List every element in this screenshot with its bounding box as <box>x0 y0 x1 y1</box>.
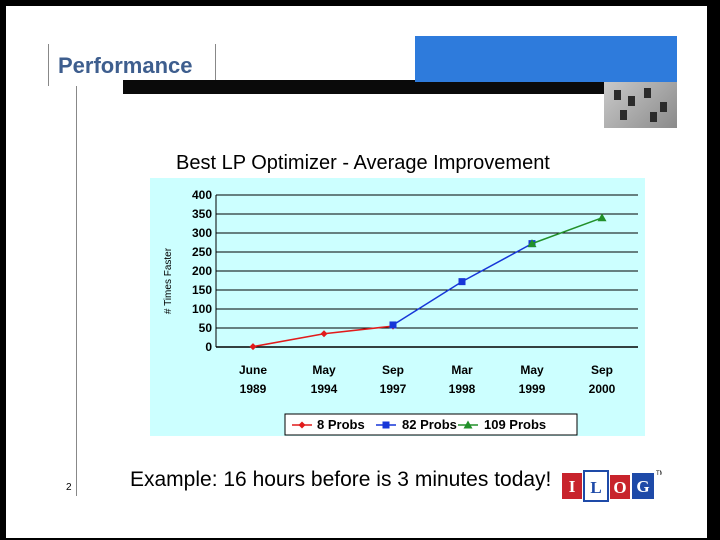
x-tick-label: May <box>520 363 544 377</box>
data-point <box>458 278 466 286</box>
ilog-logo: I L O G TM <box>562 470 662 502</box>
y-tick-label: 200 <box>192 264 212 278</box>
svg-text:I: I <box>569 477 576 496</box>
data-point <box>389 321 397 329</box>
building-window <box>660 102 667 112</box>
y-tick-label: 300 <box>192 226 212 240</box>
series-line <box>531 217 603 245</box>
chart-title: Best LP Optimizer - Average Improvement <box>176 152 550 174</box>
accent-block <box>415 36 677 82</box>
svg-text:O: O <box>613 478 626 497</box>
data-point <box>527 239 537 248</box>
logo-trademark: TM <box>656 471 662 477</box>
x-tick-label: 1998 <box>449 382 476 396</box>
y-tick-label: 150 <box>192 283 212 297</box>
y-tick-label: 0 <box>205 340 212 354</box>
legend-label: 8 Probs <box>317 417 365 432</box>
legend-label: 109 Probs <box>484 417 546 432</box>
x-tick-label: 1997 <box>380 382 407 396</box>
y-tick-label: 250 <box>192 245 212 259</box>
building-photo <box>604 82 677 128</box>
svg-text:L: L <box>590 478 601 497</box>
building-window <box>644 88 651 98</box>
slide: Performance Best LP Optimizer - Average … <box>6 6 707 538</box>
x-tick-label: June <box>239 363 267 377</box>
y-tick-label: 350 <box>192 207 212 221</box>
line-chart: 400 350 300 250 200 150 100 50 0 June 1989 May 1994… <box>163 188 638 436</box>
slide-title: Performance <box>58 53 193 78</box>
data-point <box>320 330 328 338</box>
x-tick-label: 1999 <box>519 382 546 396</box>
building-window <box>614 90 621 100</box>
legend-marker <box>463 420 473 429</box>
x-tick-label: Mar <box>451 363 473 377</box>
legend-marker <box>382 421 390 429</box>
gridlines <box>216 194 638 329</box>
y-tick-label: 400 <box>192 188 212 202</box>
y-axis-label: # Times Faster <box>163 247 174 314</box>
svg-text:G: G <box>636 477 649 496</box>
building-window <box>650 112 657 122</box>
y-tick-label: 100 <box>192 302 212 316</box>
title-box: Performance <box>48 44 216 86</box>
x-tick-label: 2000 <box>589 382 616 396</box>
margin-line <box>76 86 77 496</box>
chart-area <box>150 178 645 436</box>
data-point <box>597 213 607 222</box>
axes <box>215 195 638 348</box>
x-tick-label: Sep <box>382 363 404 377</box>
x-tick-label: Sep <box>591 363 613 377</box>
series-line <box>252 325 394 348</box>
y-tick-labels: 400 350 300 250 200 150 100 50 0 <box>192 188 212 354</box>
data-point <box>249 343 257 351</box>
legend-marker <box>298 421 306 429</box>
x-tick-label: May <box>312 363 336 377</box>
y-tick-label: 50 <box>199 321 213 335</box>
legend-box <box>284 413 578 436</box>
legend-label: 82 Probs <box>402 417 457 432</box>
page-number: 2 <box>66 482 72 493</box>
footer-note: Example: 16 hours before is 3 minutes to… <box>130 468 552 491</box>
x-tick-label: 1989 <box>240 382 267 396</box>
building-window <box>620 110 627 120</box>
x-tick-labels: June 1989 May 1994 Sep 1997 Mar 1998 May 1999 Sep 2… <box>239 363 616 396</box>
header-rule-bar <box>123 80 643 94</box>
building-window <box>628 96 635 106</box>
legend: 8 Probs 82 Probs 109 Probs <box>284 413 578 436</box>
series-group <box>249 213 607 351</box>
x-tick-label: 1994 <box>311 382 338 396</box>
